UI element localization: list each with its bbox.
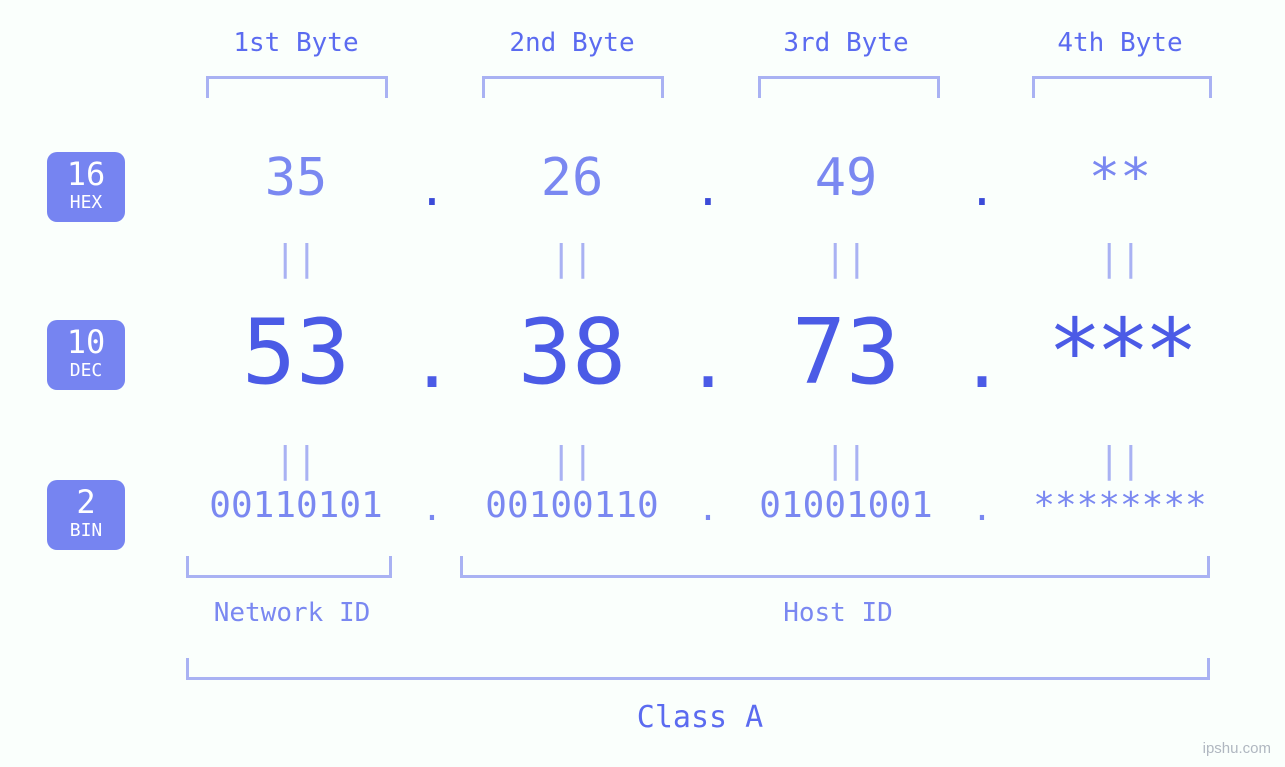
eq-1-4: ||	[1098, 238, 1141, 279]
class-label: Class A	[637, 700, 763, 735]
eq-1-1: ||	[274, 238, 317, 279]
bracket-class	[186, 658, 1210, 680]
byte-label-4: 4th Byte	[1000, 28, 1240, 58]
byte-label-1: 1st Byte	[176, 28, 416, 58]
bin-byte-1: 00110101	[146, 485, 446, 526]
badge-dec-txt: DEC	[70, 360, 103, 382]
bracket-top-4	[1032, 76, 1212, 98]
bracket-top-1	[206, 76, 388, 98]
bracket-top-3	[758, 76, 940, 98]
dec-byte-1: 53	[146, 300, 446, 405]
eq-2-2: ||	[550, 440, 593, 481]
byte-label-2: 2nd Byte	[452, 28, 692, 58]
id-brackets	[0, 556, 1285, 586]
byte-label-3: 3rd Byte	[726, 28, 966, 58]
hex-byte-2: 26	[442, 148, 702, 208]
byte-labels-row: 1st Byte 2nd Byte 3rd Byte 4th Byte	[0, 28, 1285, 64]
dec-byte-3: 73	[696, 300, 996, 405]
bin-byte-4: ********	[970, 485, 1270, 526]
dec-byte-2: 38	[422, 300, 722, 405]
eq-1-2: ||	[550, 238, 593, 279]
badge-dec-num: 10	[67, 326, 106, 358]
eq-2-1: ||	[274, 440, 317, 481]
bracket-network	[186, 556, 392, 578]
badge-bin-num: 2	[76, 486, 95, 518]
dec-byte-4: ***	[970, 300, 1270, 405]
hex-byte-1: 35	[166, 148, 426, 208]
host-id-label: Host ID	[783, 598, 893, 628]
badge-bin-txt: BIN	[70, 520, 103, 542]
class-bracket-row	[0, 658, 1285, 688]
badge-hex-txt: HEX	[70, 192, 103, 214]
badge-hex: 16 HEX	[47, 152, 125, 222]
badge-hex-num: 16	[67, 158, 106, 190]
badge-bin: 2 BIN	[47, 480, 125, 550]
bracket-host	[460, 556, 1210, 578]
bin-byte-3: 01001001	[696, 485, 996, 526]
bin-byte-2: 00100110	[422, 485, 722, 526]
eq-1-3: ||	[824, 238, 867, 279]
bracket-top-2	[482, 76, 664, 98]
eq-2-4: ||	[1098, 440, 1141, 481]
watermark: ipshu.com	[1203, 740, 1271, 757]
hex-byte-3: 49	[716, 148, 976, 208]
badge-dec: 10 DEC	[47, 320, 125, 390]
hex-byte-4: **	[990, 148, 1250, 208]
top-brackets	[0, 76, 1285, 106]
eq-2-3: ||	[824, 440, 867, 481]
network-id-label: Network ID	[214, 598, 371, 628]
